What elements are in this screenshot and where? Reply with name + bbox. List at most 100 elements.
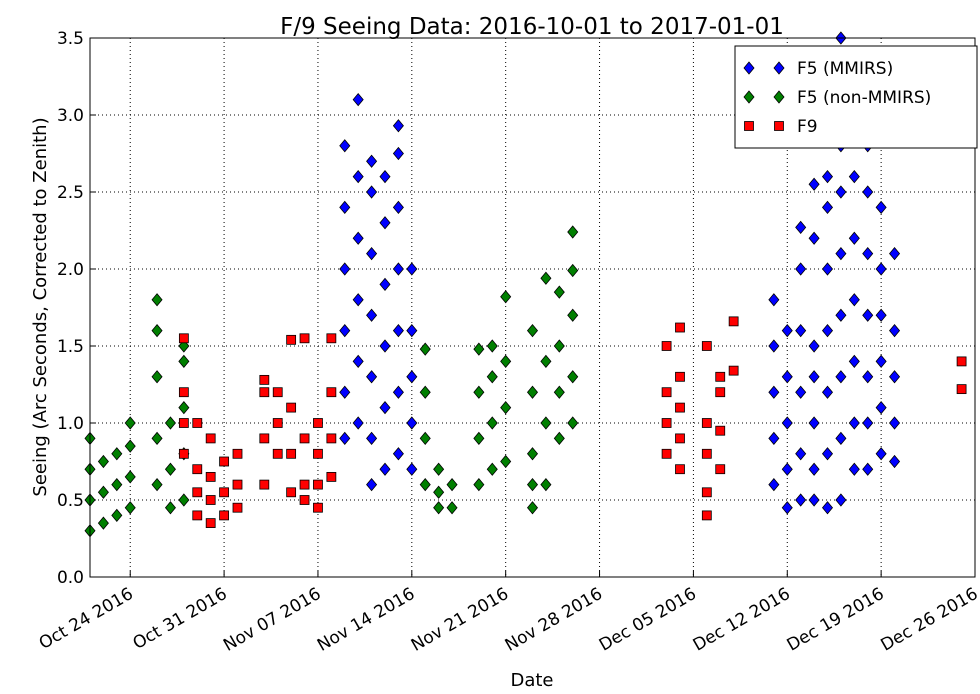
- point: [205, 433, 216, 444]
- point: [406, 370, 418, 384]
- point: [379, 216, 391, 230]
- point: [313, 448, 323, 459]
- point: [715, 464, 726, 475]
- point: [272, 448, 283, 459]
- point: [875, 262, 887, 276]
- x-tick-label: Dec 26 2016: [877, 584, 980, 656]
- point: [366, 185, 378, 199]
- point: [781, 416, 793, 430]
- point: [486, 339, 498, 353]
- point: [352, 293, 364, 307]
- point: [178, 418, 189, 428]
- point: [339, 262, 351, 276]
- point: [715, 387, 726, 398]
- point: [219, 510, 229, 521]
- point: [661, 341, 672, 351]
- point: [406, 262, 418, 276]
- y-tick-label: 3.5: [57, 29, 84, 49]
- point: [313, 418, 323, 428]
- point: [862, 185, 874, 199]
- point: [875, 354, 887, 369]
- legend-marker: [773, 61, 785, 75]
- point: [366, 308, 378, 322]
- point: [379, 462, 391, 476]
- point: [286, 487, 297, 498]
- point: [379, 339, 391, 353]
- point: [473, 385, 485, 399]
- x-tick-label: Dec 19 2016: [784, 584, 888, 656]
- point: [781, 462, 793, 476]
- point: [540, 271, 552, 285]
- point: [526, 447, 539, 461]
- point: [205, 495, 216, 505]
- legend-marker: [744, 121, 754, 131]
- point: [124, 501, 136, 515]
- point: [392, 119, 404, 133]
- point: [406, 323, 418, 338]
- point: [124, 439, 136, 453]
- point: [379, 400, 391, 415]
- point: [366, 477, 378, 492]
- point: [875, 447, 887, 461]
- point: [352, 231, 364, 245]
- point: [259, 387, 270, 398]
- y-tick-label: 1.0: [57, 414, 84, 434]
- point: [768, 385, 780, 399]
- y-tick-label: 0.5: [57, 491, 84, 511]
- point: [500, 454, 512, 469]
- point: [419, 431, 431, 446]
- point: [433, 485, 445, 499]
- point: [808, 231, 820, 245]
- point: [768, 431, 780, 446]
- point: [232, 479, 243, 490]
- y-axis-label: Seeing (Arc Seconds, Corrected to Zenith…: [30, 117, 51, 496]
- point: [768, 293, 780, 307]
- point: [124, 470, 136, 484]
- y-tick-label: 3.0: [57, 106, 84, 126]
- x-tick-label: Nov 14 2016: [314, 584, 418, 656]
- point: [205, 471, 216, 482]
- chart-title: F/9 Seeing Data: 2016-10-01 to 2017-01-0…: [280, 14, 784, 40]
- point: [675, 433, 685, 444]
- point: [232, 448, 243, 459]
- point: [821, 501, 834, 515]
- point: [486, 370, 498, 384]
- point: [379, 169, 391, 184]
- y-tick-label: 2.5: [57, 183, 84, 203]
- point: [567, 225, 579, 239]
- point: [781, 501, 793, 515]
- plot-frame: [89, 37, 976, 578]
- point: [889, 454, 901, 469]
- point: [339, 139, 351, 153]
- point: [366, 370, 378, 384]
- point: [808, 339, 820, 353]
- point: [124, 416, 136, 430]
- point: [192, 418, 203, 428]
- x-tick-label: Oct 24 2016: [36, 584, 137, 654]
- legend-label: F5 (non-MMIRS): [797, 88, 931, 108]
- point: [835, 246, 847, 261]
- x-tick-label: Nov 21 2016: [408, 584, 512, 656]
- point: [808, 493, 820, 507]
- point: [808, 177, 820, 191]
- point: [151, 431, 163, 446]
- point: [808, 370, 820, 384]
- point: [366, 246, 378, 261]
- point: [392, 262, 404, 276]
- point: [848, 416, 860, 430]
- point: [164, 462, 176, 476]
- legend-marker: [774, 121, 784, 131]
- point: [795, 262, 807, 276]
- point: [419, 385, 431, 399]
- point: [781, 370, 793, 384]
- point: [299, 479, 310, 490]
- point: [406, 416, 418, 430]
- point: [486, 416, 498, 430]
- point: [862, 462, 874, 476]
- point: [97, 485, 109, 499]
- point: [889, 370, 901, 384]
- point: [567, 370, 579, 384]
- point: [392, 323, 404, 338]
- point: [205, 518, 216, 528]
- point: [526, 501, 539, 515]
